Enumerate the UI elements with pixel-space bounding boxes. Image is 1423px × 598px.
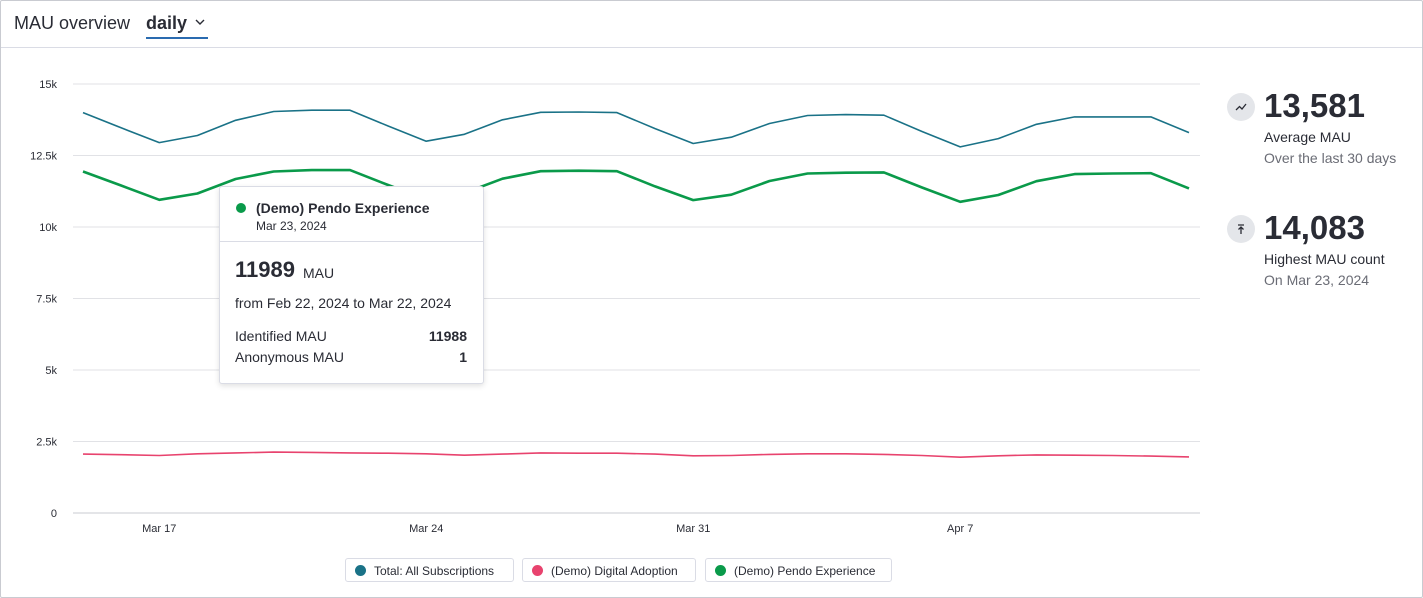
stat-subtitle: Over the last 30 days	[1264, 150, 1397, 166]
trend-icon	[1227, 93, 1255, 121]
stat-subtitle: On Mar 23, 2024	[1264, 272, 1370, 288]
period-dropdown[interactable]: daily	[146, 13, 208, 39]
period-label: daily	[146, 13, 188, 33]
stat-label: Average MAU	[1264, 129, 1351, 145]
tooltip-row-label: Identified MAU	[235, 328, 327, 344]
x-tick-label: Mar 31	[676, 523, 710, 535]
mau-line-chart: 0 2.5k 5k 7.5k 10k 12.5k 15k Mar 17 Mar 24 Mar 31…	[30, 79, 1211, 535]
x-tick-label: Mar 17	[142, 523, 176, 535]
legend-item-pendo-experience[interactable]: (Demo) Pendo Experience	[705, 558, 892, 582]
y-tick-label: 15k	[39, 79, 57, 91]
tooltip-row-value: 11988	[428, 328, 467, 344]
y-tick-label: 5k	[45, 365, 57, 377]
stat-value: 13,581	[1264, 87, 1365, 124]
stat-value: 14,083	[1264, 209, 1365, 246]
legend-label: (Demo) Pendo Experience	[734, 564, 876, 578]
y-tick-label: 12.5k	[30, 151, 57, 163]
tooltip-header: (Demo) Pendo Experience Mar 23, 2024	[220, 187, 483, 242]
tooltip-series-dot	[236, 203, 246, 213]
tooltip-series-name: (Demo) Pendo Experience	[256, 200, 430, 216]
x-tick-label: Mar 24	[409, 523, 443, 535]
legend-item-digital-adoption[interactable]: (Demo) Digital Adoption	[522, 558, 696, 582]
tooltip-row-label: Anonymous MAU	[235, 349, 344, 365]
max-icon	[1227, 215, 1255, 243]
chart-tooltip: (Demo) Pendo Experience Mar 23, 2024 119…	[219, 186, 484, 384]
tooltip-row-value: 1	[459, 349, 467, 365]
legend-dot	[715, 565, 726, 576]
tooltip-unit: MAU	[303, 265, 335, 281]
legend-label: Total: All Subscriptions	[374, 564, 495, 578]
chevron-down-icon	[195, 19, 205, 25]
y-tick-label: 10k	[39, 222, 57, 234]
legend-dot	[355, 565, 366, 576]
legend-item-total[interactable]: Total: All Subscriptions	[345, 558, 514, 582]
panel-title: MAU overview	[14, 13, 131, 33]
y-tick-label: 2.5k	[36, 437, 57, 449]
legend-dot	[532, 565, 543, 576]
legend-label: (Demo) Digital Adoption	[551, 564, 678, 578]
x-tick-label: Apr 7	[947, 523, 973, 535]
panel-header: MAU overview daily	[1, 1, 1422, 48]
tooltip-date-range: from Feb 22, 2024 to Mar 22, 2024	[235, 295, 452, 311]
y-tick-label: 7.5k	[36, 294, 57, 306]
tooltip-date: Mar 23, 2024	[256, 219, 327, 233]
series-line	[82, 109, 1190, 148]
y-tick-label: 0	[51, 508, 57, 520]
tooltip-value: 11989	[235, 257, 295, 282]
stat-label: Highest MAU count	[1264, 251, 1385, 267]
series-line	[82, 451, 1190, 459]
series-line	[82, 168, 1190, 204]
